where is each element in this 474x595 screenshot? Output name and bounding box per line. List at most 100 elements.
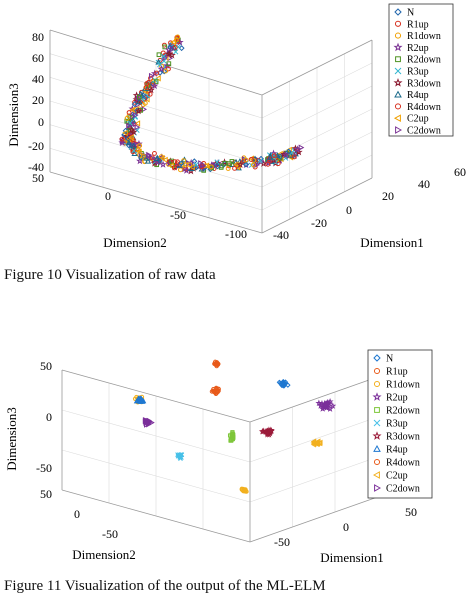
- data-point: [149, 419, 155, 426]
- data-point: [178, 160, 185, 167]
- data-point: [189, 164, 195, 171]
- data-point: [243, 157, 249, 163]
- data-point: [130, 142, 137, 149]
- data-point: [137, 143, 143, 149]
- x-tick-label: -20: [311, 216, 327, 230]
- y-tick-label: -100: [225, 227, 247, 241]
- legend-entry-label: R2up: [407, 43, 429, 54]
- legend-marker: [374, 484, 382, 492]
- data-point: [178, 45, 185, 52]
- data-point: [280, 379, 287, 385]
- data-point: [214, 159, 220, 165]
- plot-box: [49, 29, 373, 234]
- y-tick-label: 50: [32, 171, 44, 185]
- data-point: [148, 75, 153, 81]
- data-point: [146, 417, 152, 424]
- data-point: [281, 150, 290, 159]
- legend-marker: [395, 56, 401, 63]
- data-point: [156, 157, 163, 164]
- data-point: [147, 86, 155, 94]
- data-point: [162, 54, 169, 61]
- legend-marker: [372, 471, 380, 479]
- legend-entry-label: N: [407, 8, 414, 19]
- z-tick-label: 20: [32, 93, 44, 107]
- legend-entry-label: C2up: [407, 114, 429, 125]
- data-point: [200, 162, 207, 169]
- legend-entry-label: R4up: [407, 90, 429, 101]
- data-point: [132, 111, 139, 119]
- legend-entry-label: R3down: [407, 78, 441, 89]
- legend-entry-label: R2down: [407, 55, 441, 66]
- data-point: [230, 433, 235, 438]
- y-axis-label: Dimension2: [103, 235, 167, 250]
- data-point: [311, 438, 317, 445]
- data-point: [126, 110, 132, 115]
- y-tick-label: -50: [102, 527, 118, 541]
- data-point: [293, 145, 302, 153]
- legend-entry-label: R4down: [386, 458, 420, 469]
- data-point: [124, 115, 130, 121]
- data-point: [137, 154, 144, 161]
- legend-marker: [394, 32, 402, 39]
- data-point: [169, 45, 176, 53]
- x-tick-label: 40: [418, 177, 430, 191]
- legend-entry-label: R3up: [386, 419, 408, 430]
- legend-marker: [372, 392, 382, 401]
- data-point: [172, 45, 178, 50]
- data-point: [241, 158, 247, 164]
- legend-marker: [374, 407, 380, 413]
- legend-marker: [373, 380, 381, 388]
- data-point: [158, 154, 164, 160]
- data-point: [162, 156, 168, 163]
- z-tick-label: -50: [36, 461, 52, 475]
- data-point: [323, 404, 331, 411]
- data-point: [203, 162, 210, 169]
- legend-marker: [393, 78, 403, 87]
- data-point: [129, 113, 136, 120]
- data-point: [165, 49, 174, 58]
- x-axis-label: Dimension1: [360, 235, 424, 250]
- data-point: [126, 122, 132, 130]
- tick-labels: 50 0 -50 50 0 -50 -50 0 50: [36, 359, 417, 549]
- data-point: [148, 154, 155, 162]
- data-point: [118, 138, 126, 146]
- data-point: [134, 124, 141, 131]
- z-tick-label: 0: [38, 115, 44, 129]
- legend-marker: [373, 419, 381, 427]
- y-tick-label: 0: [74, 507, 80, 521]
- data-point: [144, 157, 152, 164]
- legend-marker: [393, 42, 403, 52]
- data-point: [319, 405, 327, 412]
- legend-entry-label: R4down: [407, 102, 441, 113]
- x-tick-label: 0: [346, 203, 352, 217]
- legend-marker: [394, 67, 402, 75]
- data-point: [232, 165, 238, 171]
- data-point: [160, 50, 166, 56]
- legend-entry-label: C2down: [407, 126, 441, 137]
- data-point: [267, 154, 274, 160]
- legend-marker: [373, 367, 381, 375]
- z-tick-label: 50: [40, 359, 52, 373]
- data-point: [134, 120, 141, 127]
- legend-entry-label: R1down: [407, 31, 441, 42]
- x-tick-label: 0: [343, 520, 349, 534]
- legend-entry-label: C2down: [386, 484, 420, 495]
- legend-entry-label: R1up: [407, 19, 429, 30]
- data-point: [132, 99, 138, 105]
- data-point: [150, 81, 159, 90]
- data-point: [146, 152, 153, 160]
- data-point: [131, 148, 137, 154]
- legend-entry-label: R1down: [386, 380, 420, 391]
- y-axis-label: Dimension2: [72, 547, 136, 562]
- legend-entry-label: R3up: [407, 67, 429, 78]
- legend-marker: [394, 8, 402, 16]
- data-points: [132, 359, 337, 494]
- data-point: [140, 92, 147, 99]
- legend-entry-label: R3down: [386, 432, 420, 443]
- data-point: [193, 162, 199, 168]
- data-point: [127, 115, 133, 121]
- data-point: [243, 487, 248, 492]
- data-points: [118, 34, 305, 175]
- data-point: [173, 37, 179, 43]
- data-point: [161, 53, 167, 59]
